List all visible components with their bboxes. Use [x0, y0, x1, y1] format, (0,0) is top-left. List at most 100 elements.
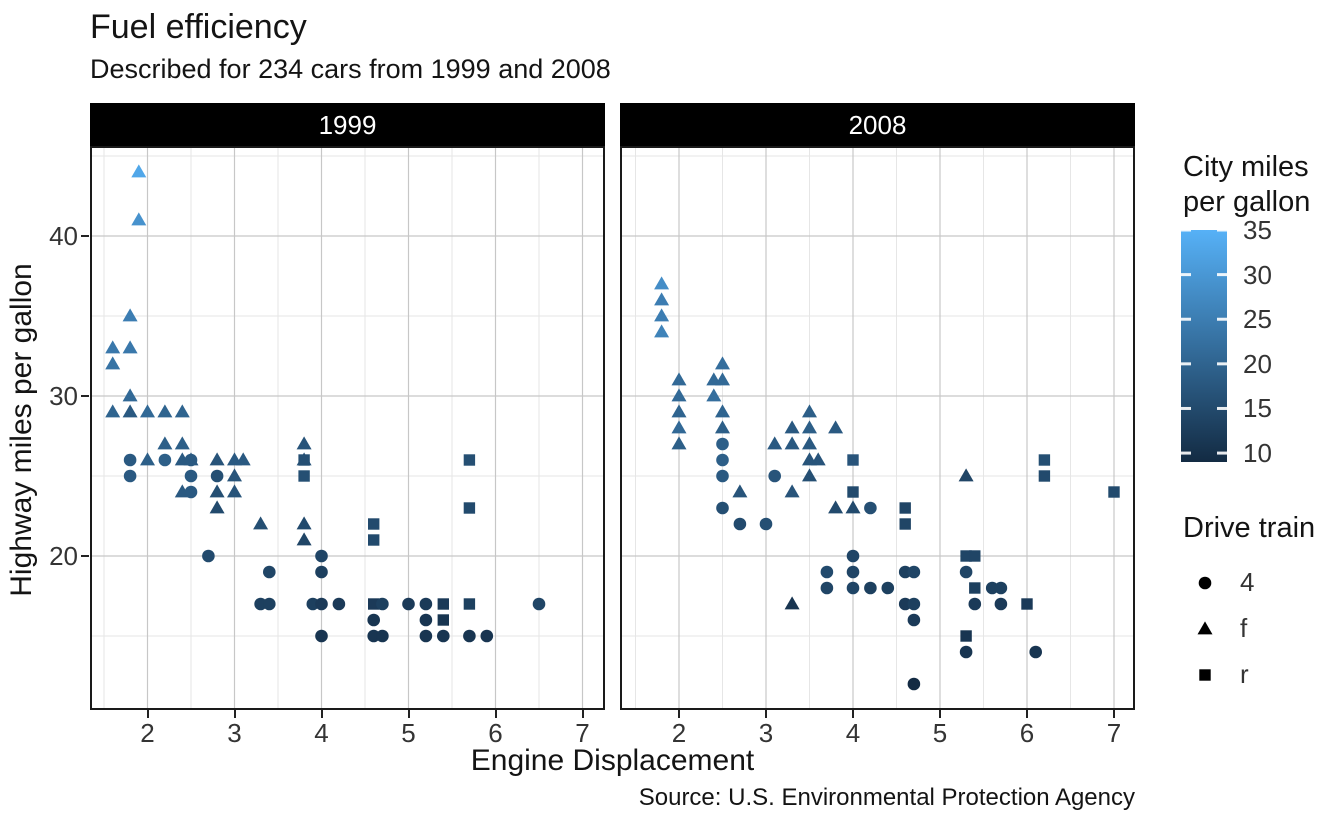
data-point-triangle: [802, 468, 817, 482]
data-point-circle: [480, 629, 494, 643]
colorbar: [1181, 230, 1227, 462]
data-point-triangle: [654, 292, 670, 306]
colorbar-tick-label: 25: [1243, 304, 1272, 335]
data-point-triangle: [784, 420, 800, 434]
data-point-square: [1021, 598, 1033, 610]
y-tick-mark: [81, 395, 89, 397]
x-tick-label: 2: [671, 718, 687, 748]
data-point-circle: [306, 597, 320, 611]
data-point-circle: [716, 469, 729, 483]
data-point-circle: [716, 437, 729, 451]
data-point-circle: [210, 469, 224, 483]
data-point-square: [368, 518, 380, 530]
data-point-square: [298, 470, 310, 482]
data-point-square: [847, 486, 859, 498]
data-point-triangle: [802, 420, 817, 434]
data-point-triangle: [715, 420, 730, 434]
data-point-triangle: [105, 356, 121, 370]
data-point-triangle: [671, 404, 687, 418]
x-tick-mark: [1026, 710, 1028, 718]
data-point-circle: [846, 565, 860, 579]
colorbar-tick-label: 10: [1243, 438, 1272, 469]
data-point-square: [1038, 454, 1051, 466]
x-tick-mark: [852, 710, 854, 718]
data-point-triangle: [209, 500, 225, 514]
y-axis-title: Highway miles per gallon: [5, 263, 38, 597]
data-point-circle: [864, 581, 877, 595]
data-point-circle: [263, 565, 276, 579]
x-tick-label: 3: [227, 718, 242, 748]
data-point-square: [960, 630, 972, 642]
x-tick-label: 4: [845, 718, 861, 748]
x-tick-label: 6: [488, 718, 503, 748]
data-point-triangle: [784, 596, 800, 610]
x-tick-label: 6: [1019, 718, 1035, 748]
data-point-circle: [184, 469, 198, 483]
data-point-triangle: [122, 340, 138, 354]
data-point-triangle: [227, 468, 242, 482]
data-point-square: [969, 582, 981, 594]
data-point-circle: [367, 629, 381, 643]
data-point-triangle: [174, 436, 190, 450]
triangle-legend-icon: [1197, 621, 1213, 635]
data-point-triangle: [958, 468, 974, 482]
y-tick-label: 30: [49, 381, 78, 411]
data-point-circle: [367, 613, 381, 627]
data-point-square: [899, 502, 911, 514]
data-point-circle: [332, 597, 346, 611]
data-point-triangle: [209, 452, 225, 466]
colorbar-tick-label: 15: [1243, 393, 1272, 424]
data-point-circle: [716, 453, 729, 467]
data-point-circle: [254, 597, 267, 611]
data-point-circle: [959, 645, 973, 659]
data-point-triangle: [235, 452, 251, 466]
data-point-square: [437, 614, 449, 626]
x-tick-label: 3: [758, 718, 774, 748]
shape-legend-item-label: f: [1240, 613, 1248, 643]
shape-legend-item-label: 4: [1240, 567, 1255, 597]
data-point-triangle: [784, 484, 800, 498]
data-point-triangle: [845, 500, 861, 514]
data-point-circle: [419, 629, 433, 643]
data-point-circle: [907, 565, 921, 579]
caption: Source: U.S. Environmental Protection Ag…: [638, 784, 1135, 811]
data-point-triangle: [209, 484, 225, 498]
data-point-circle: [994, 597, 1008, 611]
data-point-circle: [907, 597, 921, 611]
x-tick-mark: [407, 710, 410, 718]
data-point-triangle: [671, 436, 687, 450]
data-point-triangle: [131, 164, 147, 178]
data-point-circle: [898, 565, 912, 579]
data-point-square: [899, 518, 911, 530]
data-point-triangle: [654, 308, 670, 322]
data-point-triangle: [802, 404, 817, 418]
scatter-panel-2008: [620, 146, 1135, 710]
data-point-circle: [985, 581, 999, 595]
data-point-triangle: [122, 388, 138, 402]
x-tick-mark: [581, 710, 584, 718]
data-point-triangle: [105, 340, 121, 354]
square-legend-icon: [1199, 669, 1211, 681]
x-tick-label: 4: [314, 718, 329, 748]
x-tick-mark: [1113, 710, 1115, 718]
x-tick-mark: [494, 710, 497, 718]
data-point-square: [368, 534, 380, 546]
data-point-circle: [907, 677, 921, 691]
data-point-circle: [907, 613, 921, 627]
data-point-triangle: [828, 420, 844, 434]
x-tick-label: 7: [575, 718, 590, 748]
data-point-circle: [881, 581, 895, 595]
shape-legend-title: Drive train: [1183, 512, 1316, 544]
y-tick-label: 20: [49, 541, 78, 571]
data-point-triangle: [671, 372, 687, 386]
data-point-square: [1199, 669, 1211, 681]
data-point-circle: [968, 597, 982, 611]
data-point-square: [847, 454, 859, 466]
data-point-triangle: [296, 436, 312, 450]
x-tick-label: 5: [932, 718, 948, 748]
data-point-triangle: [157, 404, 173, 418]
data-point-circle: [820, 581, 834, 595]
data-point-triangle: [802, 436, 817, 450]
data-point-triangle: [671, 388, 687, 402]
